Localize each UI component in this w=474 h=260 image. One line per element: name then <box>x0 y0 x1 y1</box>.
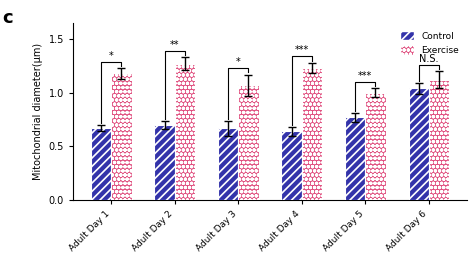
Legend: Control, Exercise: Control, Exercise <box>397 28 463 58</box>
Bar <box>282 132 302 200</box>
Text: N.S.: N.S. <box>419 54 438 64</box>
Bar <box>365 93 386 200</box>
Bar <box>111 73 132 200</box>
Text: **: ** <box>170 40 180 50</box>
Text: c: c <box>2 9 13 27</box>
Text: ***: *** <box>358 71 373 81</box>
Bar <box>345 118 365 200</box>
Bar <box>175 64 195 200</box>
Bar <box>302 68 322 200</box>
Text: *: * <box>109 50 114 61</box>
Bar <box>429 80 449 200</box>
Bar <box>155 125 175 200</box>
Bar <box>91 128 111 200</box>
Text: ***: *** <box>295 45 309 55</box>
Bar <box>218 128 238 200</box>
Y-axis label: Mitochondrial diameter(μm): Mitochondrial diameter(μm) <box>33 43 43 180</box>
Bar <box>238 85 259 200</box>
Text: *: * <box>236 57 241 67</box>
Bar <box>409 88 429 200</box>
